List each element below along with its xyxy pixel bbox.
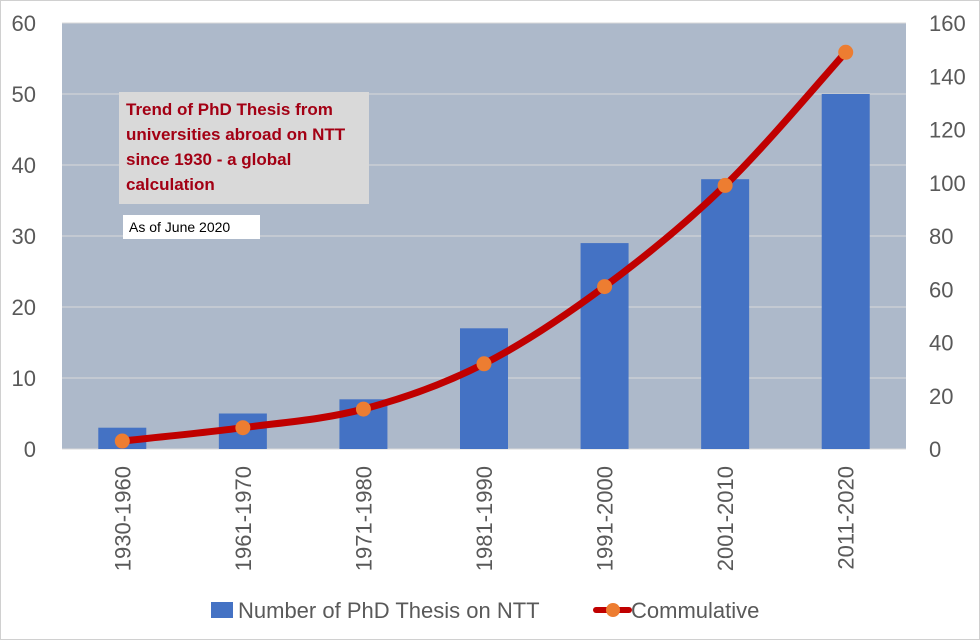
bar: [701, 179, 750, 449]
category-labels: 1930-1960 1961-1970 1971-1980 1981-1990 1991…: [110, 466, 858, 571]
category-label: 1971-1980: [351, 466, 376, 571]
chart-title-line: since 1930 - a global: [126, 150, 291, 169]
category-label: 1981-1990: [472, 466, 497, 571]
legend: Number of PhD Thesis on NTT Commulative: [211, 598, 759, 623]
cumulative-point: [476, 356, 492, 372]
right-axis-tick-label: 80: [929, 224, 953, 249]
date-note: As of June 2020: [129, 219, 230, 235]
category-label: 2011-2020: [834, 466, 859, 570]
category-label: 1930-1960: [110, 466, 135, 571]
left-axis-tick-label: 30: [12, 224, 36, 249]
right-axis-ticks: 0 20 40 60 80 100 120 140 160: [929, 11, 966, 462]
right-axis-tick-label: 160: [929, 11, 966, 36]
bar: [460, 328, 508, 449]
line-series: [114, 44, 854, 449]
left-axis-tick-label: 60: [12, 11, 36, 36]
bar-series: [98, 94, 870, 449]
legend-label-line: Commulative: [631, 598, 759, 623]
left-axis-tick-label: 20: [12, 295, 36, 320]
left-axis-tick-label: 10: [12, 366, 36, 391]
chart-title-line: universities abroad on NTT: [126, 125, 346, 144]
right-axis-tick-label: 0: [929, 437, 941, 462]
right-axis-tick-label: 120: [929, 118, 966, 143]
cumulative-point: [597, 279, 613, 295]
right-axis-tick-label: 60: [929, 277, 953, 302]
bar: [821, 94, 870, 449]
legend-line-marker: [606, 603, 620, 617]
cumulative-point: [838, 44, 854, 60]
left-axis-ticks: 0 10 20 30 40 50 60: [12, 11, 36, 462]
chart-title-box: Trend of PhD Thesis from universities ab…: [119, 92, 369, 204]
chart-title-line: Trend of PhD Thesis from: [126, 100, 333, 119]
left-axis-tick-label: 50: [12, 82, 36, 107]
right-axis-tick-label: 100: [929, 171, 966, 196]
chart-title-line: calculation: [126, 175, 215, 194]
date-note-box: As of June 2020: [123, 215, 260, 239]
category-label: 1991-2000: [593, 466, 618, 571]
cumulative-point: [114, 433, 130, 449]
left-axis-tick-label: 0: [24, 437, 36, 462]
cumulative-point: [717, 177, 733, 193]
category-label: 1961-1970: [231, 466, 256, 571]
left-axis-tick-label: 40: [12, 153, 36, 178]
legend-bar-swatch: [211, 602, 233, 618]
cumulative-point: [235, 420, 251, 436]
category-label: 2001-2010: [713, 466, 738, 571]
right-axis-tick-label: 20: [929, 384, 953, 409]
cumulative-point: [355, 401, 371, 417]
legend-label-bars: Number of PhD Thesis on NTT: [238, 598, 540, 623]
right-axis-tick-label: 140: [929, 64, 966, 89]
right-axis-tick-label: 40: [929, 331, 953, 356]
